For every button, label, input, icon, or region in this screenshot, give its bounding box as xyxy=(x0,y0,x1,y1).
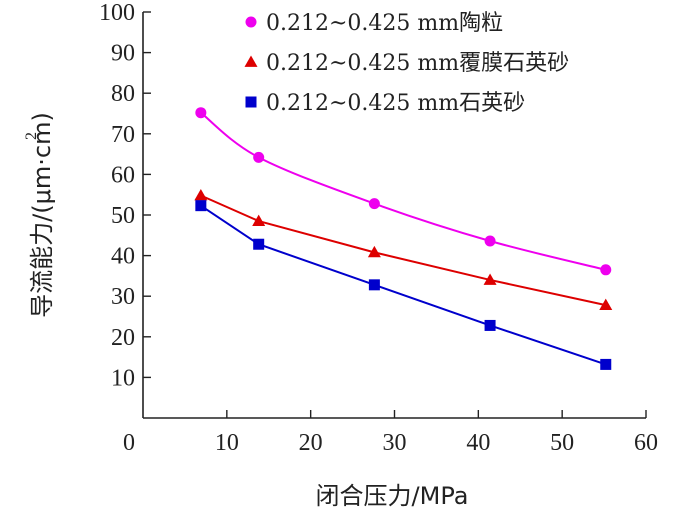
data-point xyxy=(253,238,265,250)
legend-marker xyxy=(244,55,258,67)
y-tick-label: 100 xyxy=(99,0,135,26)
data-point xyxy=(195,107,207,119)
data-point xyxy=(484,319,496,331)
y-ticks: 10 20 30 40 50 60 70 80 90 100 xyxy=(99,0,151,391)
x-tick-label: 40 xyxy=(466,430,490,456)
data-point xyxy=(600,264,612,276)
series-2 xyxy=(194,189,613,311)
y-tick-label: 90 xyxy=(111,41,135,67)
data-point xyxy=(368,279,380,291)
x-tick-label: 20 xyxy=(299,430,323,456)
legend-label: 0.212~0.425 mm陶粒 xyxy=(266,11,503,36)
data-point xyxy=(194,189,208,201)
y-axis-title-superscript: 2 xyxy=(23,132,40,140)
y-tick-label: 80 xyxy=(111,81,135,107)
y-tick-label: 50 xyxy=(111,203,135,229)
y-tick-label: 30 xyxy=(111,284,135,310)
x-tick-label: 50 xyxy=(550,430,574,456)
series-line xyxy=(200,194,606,307)
x-tick-label: 0 xyxy=(123,430,135,456)
y-axis-title-group: 导流能力/(μm·cm) xyxy=(28,112,56,318)
y-axis-title: 导流能力/(μm·cm) xyxy=(28,112,56,318)
data-point xyxy=(253,151,265,163)
data-point xyxy=(600,358,612,370)
data-point xyxy=(368,198,380,210)
data-point xyxy=(484,235,496,247)
series-1 xyxy=(195,107,612,276)
data-point xyxy=(483,273,497,285)
x-tick-label: 30 xyxy=(383,430,407,456)
x-tick-label: 10 xyxy=(215,430,239,456)
y-tick-label: 60 xyxy=(111,162,135,188)
series-3 xyxy=(195,200,612,370)
legend-item: 0.212~0.425 mm覆膜石英砂 xyxy=(244,51,569,76)
y-tick-label: 40 xyxy=(111,244,135,270)
series-layer xyxy=(194,107,613,370)
plot-area: 10 20 30 40 50 60 70 80 90 100 0 10 20 30 40 50 60 xyxy=(99,0,658,456)
legend-label: 0.212~0.425 mm覆膜石英砂 xyxy=(266,51,569,76)
x-ticks: 0 10 20 30 40 50 60 xyxy=(123,410,658,456)
data-point xyxy=(599,298,613,311)
legend-marker xyxy=(245,96,257,108)
legend: 0.212~0.425 mm陶粒 0.212~0.425 mm覆膜石英砂 0.212… xyxy=(244,11,569,116)
y-tick-label: 70 xyxy=(111,122,135,148)
data-point xyxy=(195,200,207,212)
y-tick-label: 20 xyxy=(111,325,135,351)
series-line xyxy=(200,204,607,366)
x-tick-label: 60 xyxy=(634,430,658,456)
y-tick-label: 10 xyxy=(111,365,135,391)
x-axis-title: 闭合压力/MPa xyxy=(316,482,469,510)
legend-marker xyxy=(245,16,257,28)
data-point xyxy=(252,214,266,226)
legend-label: 0.212~0.425 mm石英砂 xyxy=(266,91,525,116)
legend-item: 0.212~0.425 mm石英砂 xyxy=(245,91,525,116)
data-point xyxy=(367,245,381,258)
legend-item: 0.212~0.425 mm陶粒 xyxy=(245,11,503,36)
